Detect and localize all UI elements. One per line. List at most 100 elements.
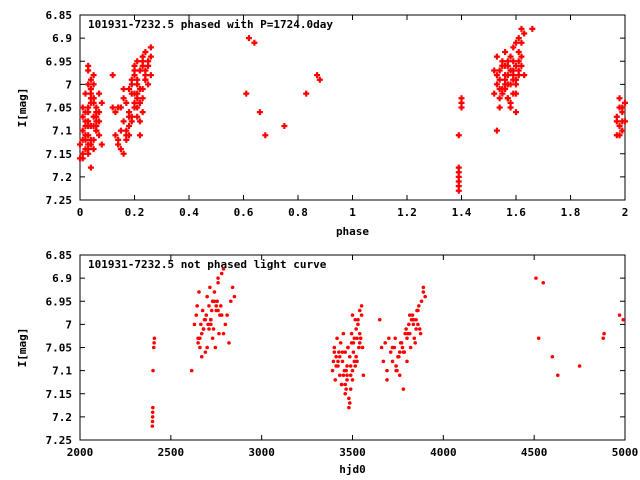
data-point (347, 401, 352, 405)
data-point (510, 44, 517, 51)
data-point (356, 322, 360, 327)
phased-light-curve-chart: 0 0.2 0.4 0.6 0.8 1 1.2 1.4 1.6 1.8 2 6.85 6.9 6.95 7 7… (16, 9, 628, 238)
x-tick-label: 4000 (430, 446, 457, 459)
data-point (515, 49, 522, 55)
data-point (332, 345, 337, 350)
x-tick-label: 0 (77, 206, 84, 219)
data-point (201, 327, 206, 331)
data-point (93, 118, 100, 125)
data-point (136, 132, 143, 139)
data-point (355, 336, 359, 341)
y-tick-label: 7.1 (52, 365, 72, 378)
data-point (115, 141, 122, 148)
data-point (212, 290, 217, 294)
data-point (225, 313, 229, 317)
data-point (397, 373, 402, 378)
data-point (337, 373, 342, 378)
data-point (207, 304, 211, 308)
data-point (192, 322, 197, 327)
data-point (203, 350, 208, 354)
data-point (455, 132, 462, 139)
data-point (616, 95, 623, 102)
data-point (316, 76, 323, 83)
data-point (117, 146, 124, 153)
data-point (117, 127, 124, 134)
data-point (128, 113, 135, 120)
data-point (126, 109, 133, 116)
data-point (134, 104, 141, 111)
data-point (493, 72, 500, 79)
data-point (281, 123, 288, 129)
data-point (496, 95, 503, 102)
data-point (147, 53, 154, 60)
chart-title: 101931-7232.5 not phased light curve (88, 258, 327, 271)
data-point (388, 350, 393, 354)
x-tick-label: 5000 (612, 446, 639, 459)
data-point (123, 132, 130, 139)
data-point (622, 99, 628, 106)
data-point (262, 132, 269, 139)
data-point (82, 109, 89, 116)
data-point (96, 90, 103, 97)
data-point (199, 331, 204, 336)
x-tick-label: 0.4 (179, 206, 199, 219)
data-point (521, 30, 528, 37)
data-point (502, 72, 509, 79)
data-point (85, 81, 92, 88)
data-point (381, 359, 386, 364)
data-point (550, 354, 555, 359)
data-point (128, 90, 135, 97)
y-tick-label: 7.25 (46, 434, 73, 447)
x-tick-label: 2000 (67, 446, 94, 459)
data-point (407, 313, 412, 317)
data-point (314, 72, 321, 79)
data-point (87, 76, 94, 83)
data-point (198, 345, 202, 350)
data-point (518, 62, 525, 69)
x-tick-label: 0.8 (288, 206, 308, 219)
data-point (347, 405, 351, 410)
data-point (348, 387, 353, 391)
data-point (423, 294, 427, 299)
data-point (383, 341, 388, 345)
data-point (401, 387, 406, 391)
data-point (385, 378, 389, 382)
data-point (361, 373, 366, 378)
data-point (352, 359, 357, 364)
data-point (79, 136, 86, 143)
data-point (150, 410, 155, 415)
data-point (408, 345, 413, 350)
data-point (150, 419, 155, 424)
data-point (200, 308, 205, 313)
data-point (208, 285, 212, 290)
data-point (218, 304, 223, 308)
data-point (134, 95, 141, 102)
data-point (358, 336, 363, 341)
data-point (418, 331, 423, 336)
data-point (415, 308, 419, 313)
data-point (194, 313, 199, 317)
data-point (126, 86, 133, 92)
data-point (510, 72, 517, 79)
data-point (513, 109, 519, 116)
data-point (541, 280, 546, 285)
data-point (398, 341, 403, 345)
data-point (120, 86, 127, 92)
data-point (120, 150, 127, 157)
data-point (529, 25, 536, 32)
data-point (493, 53, 500, 60)
plot-frame (79, 14, 626, 201)
data-point (616, 123, 623, 129)
data-point (496, 104, 503, 111)
y-tick-label: 7.15 (46, 148, 73, 161)
data-point (90, 95, 97, 102)
data-point (334, 354, 338, 359)
data-point (355, 359, 359, 364)
data-point (216, 276, 220, 280)
x-tick-label: 3500 (339, 446, 366, 459)
data-point (151, 405, 155, 410)
x-tick-label: 2 (622, 206, 629, 219)
y-tick-label: 7.2 (52, 171, 72, 184)
data-point (93, 109, 100, 116)
data-point (518, 25, 525, 32)
